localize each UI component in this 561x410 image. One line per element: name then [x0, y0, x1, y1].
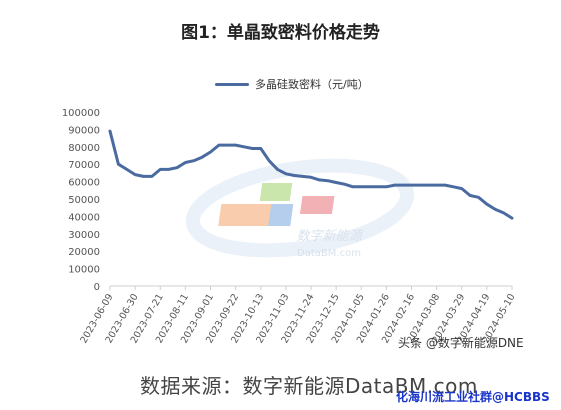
- data-point: [494, 208, 497, 211]
- logo-swoosh: [185, 158, 415, 258]
- data-point: [368, 186, 371, 188]
- data-point: [469, 194, 471, 197]
- data-point: [385, 186, 388, 188]
- data-point: [301, 175, 304, 178]
- y-tick-label: 70000: [68, 160, 100, 171]
- data-point: [125, 168, 128, 171]
- logo-cn-text: 数字新能源: [296, 228, 363, 244]
- data-point: [176, 166, 178, 169]
- data-point: [268, 159, 270, 162]
- data-point: [259, 147, 262, 150]
- data-point: [109, 130, 111, 132]
- data-point: [243, 146, 245, 148]
- y-tick-label: 60000: [68, 178, 100, 189]
- logo-green-block: [259, 183, 293, 201]
- y-tick-label: 30000: [68, 230, 100, 241]
- y-tick-label: 0: [94, 282, 100, 293]
- data-point: [310, 176, 312, 179]
- data-point: [410, 184, 413, 186]
- data-point: [167, 168, 170, 171]
- data-point: [460, 187, 463, 190]
- data-point: [192, 159, 195, 162]
- hcbbs-watermark: 化海川流工业社群@HCBBS: [396, 390, 550, 404]
- data-point: [335, 181, 337, 184]
- data-point: [402, 184, 404, 186]
- data-point: [352, 186, 354, 188]
- data-point: [218, 144, 220, 146]
- data-point: [184, 161, 187, 164]
- data-point: [117, 163, 120, 165]
- y-tick-label: 40000: [68, 212, 100, 223]
- logo-en-text: DataBM.com: [297, 248, 361, 259]
- toutiao-watermark: 头条 @数字新能源DNE: [398, 336, 524, 350]
- y-tick-label: 20000: [68, 247, 100, 258]
- data-point: [209, 151, 212, 153]
- data-point: [393, 184, 396, 186]
- y-tick-label: 100000: [62, 108, 100, 119]
- data-point: [151, 175, 153, 178]
- data-point: [234, 144, 237, 146]
- data-point: [502, 212, 505, 214]
- data-point: [285, 172, 287, 175]
- data-point: [326, 179, 329, 182]
- y-tick-label: 10000: [68, 265, 100, 276]
- data-point: [477, 196, 480, 199]
- data-point: [201, 156, 203, 159]
- data-point: [318, 179, 321, 181]
- logo-orange-block: [218, 204, 274, 226]
- legend: 多晶硅致密料（元/吨）: [215, 76, 369, 92]
- data-point: [511, 217, 513, 219]
- data-point: [134, 173, 136, 176]
- data-point: [159, 168, 162, 171]
- y-tick-label: 50000: [68, 195, 100, 206]
- y-tick-label: 80000: [68, 143, 100, 154]
- databm-logo-watermark: 数字新能源 DataBM.com: [185, 158, 415, 259]
- data-point: [452, 186, 455, 188]
- logo-blue-block: [268, 204, 294, 226]
- data-point: [435, 184, 438, 186]
- legend-label: 多晶硅致密料（元/吨）: [255, 78, 369, 91]
- legend-swatch: [215, 82, 249, 86]
- data-point: [226, 144, 229, 146]
- data-point: [444, 184, 446, 186]
- data-point: [486, 203, 488, 206]
- data-point: [251, 147, 254, 150]
- data-point: [360, 186, 363, 188]
- data-point: [377, 186, 379, 188]
- data-point: [293, 174, 296, 177]
- data-point: [343, 183, 346, 186]
- y-tick-label: 90000: [68, 125, 100, 136]
- data-point: [276, 168, 279, 171]
- chart-title: 图1：单晶致密料价格走势: [181, 23, 380, 43]
- logo-red-block: [299, 196, 335, 214]
- data-point: [142, 175, 145, 178]
- data-point: [427, 184, 430, 186]
- data-point: [419, 184, 421, 186]
- source-caption: 数据来源：数字新能源DataBM.com: [140, 374, 478, 398]
